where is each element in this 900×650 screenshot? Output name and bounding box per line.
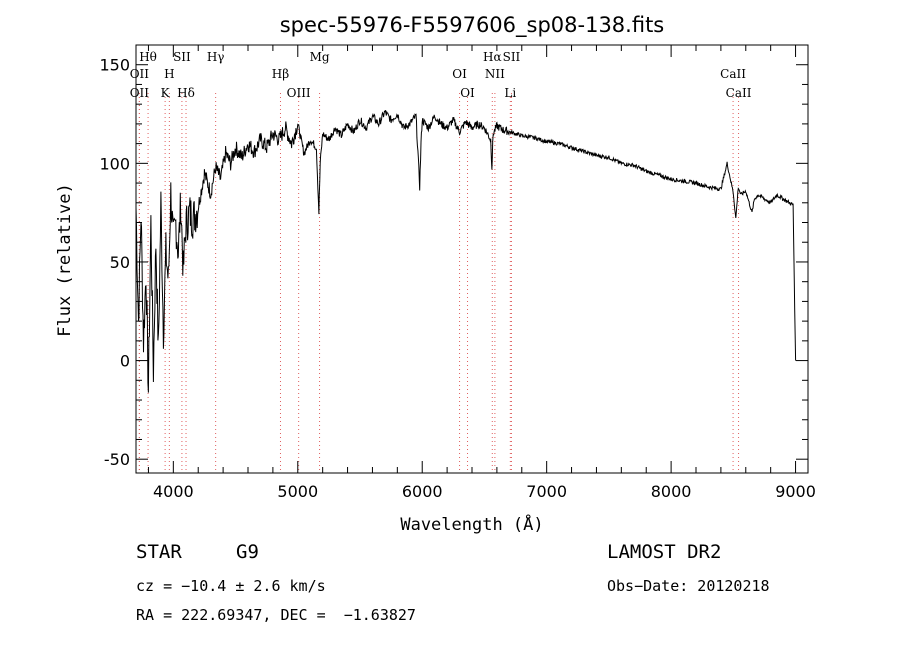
line-label: SII <box>173 50 191 64</box>
axes: 4000 5000 6000 7000 8000 9000 -50 0 50 100 150 <box>99 44 816 501</box>
line-label: Hδ <box>177 86 195 100</box>
x-tick-label: 5000 <box>277 482 318 501</box>
y-tick-label: 50 <box>110 253 130 272</box>
y-tick-label: 150 <box>99 56 130 75</box>
observation-date: Obs−Date: 20120218 <box>607 577 770 595</box>
object-class: STAR <box>136 541 182 563</box>
coordinates: RA = 222.69347, DEC = −1.63827 <box>136 606 416 624</box>
line-label: CaII <box>726 86 752 100</box>
line-label: Li <box>504 86 516 100</box>
line-label: OI <box>452 67 467 81</box>
line-label: Mg <box>310 50 330 64</box>
line-label: OII <box>130 67 150 81</box>
line-label: OII <box>130 86 150 100</box>
x-tick-label: 7000 <box>526 482 567 501</box>
line-label: SII <box>503 50 521 64</box>
y-tick-label: 100 <box>99 154 130 173</box>
plot-frame <box>135 44 809 474</box>
x-tick-label: 9000 <box>775 482 816 501</box>
line-label: Hα <box>483 50 502 64</box>
y-tick-label: -50 <box>104 450 130 469</box>
object-subclass: G9 <box>236 541 259 563</box>
x-tick-label: 8000 <box>651 482 692 501</box>
x-tick-label: 6000 <box>402 482 443 501</box>
flux-line <box>135 110 797 393</box>
line-label: Hγ <box>207 50 225 64</box>
spectral-lines: Hθ OII SII H Hγ Hβ Mg OI Hα NII SII CaII OII K Hδ OIII O… <box>130 50 752 473</box>
x-tick-label: 4000 <box>153 482 194 501</box>
line-label: H <box>164 67 174 81</box>
chart-title: spec-55976-F5597606_sp08-138.fits <box>280 13 665 38</box>
line-label: CaII <box>720 67 746 81</box>
flux-series <box>135 110 797 393</box>
line-label: Hβ <box>272 67 289 81</box>
line-label: NII <box>485 67 505 81</box>
line-label: K <box>161 86 171 100</box>
line-label: Hθ <box>139 50 157 64</box>
line-label: OI <box>460 86 475 100</box>
x-axis-label: Wavelength (Å) <box>400 513 543 535</box>
y-axis-label: Flux (relative) <box>55 183 75 337</box>
line-label: OIII <box>287 86 311 100</box>
y-tick-label: 0 <box>120 352 130 371</box>
redshift-info: cz = −10.4 ± 2.6 km/s <box>136 577 326 595</box>
survey-name: LAMOST DR2 <box>607 541 722 563</box>
